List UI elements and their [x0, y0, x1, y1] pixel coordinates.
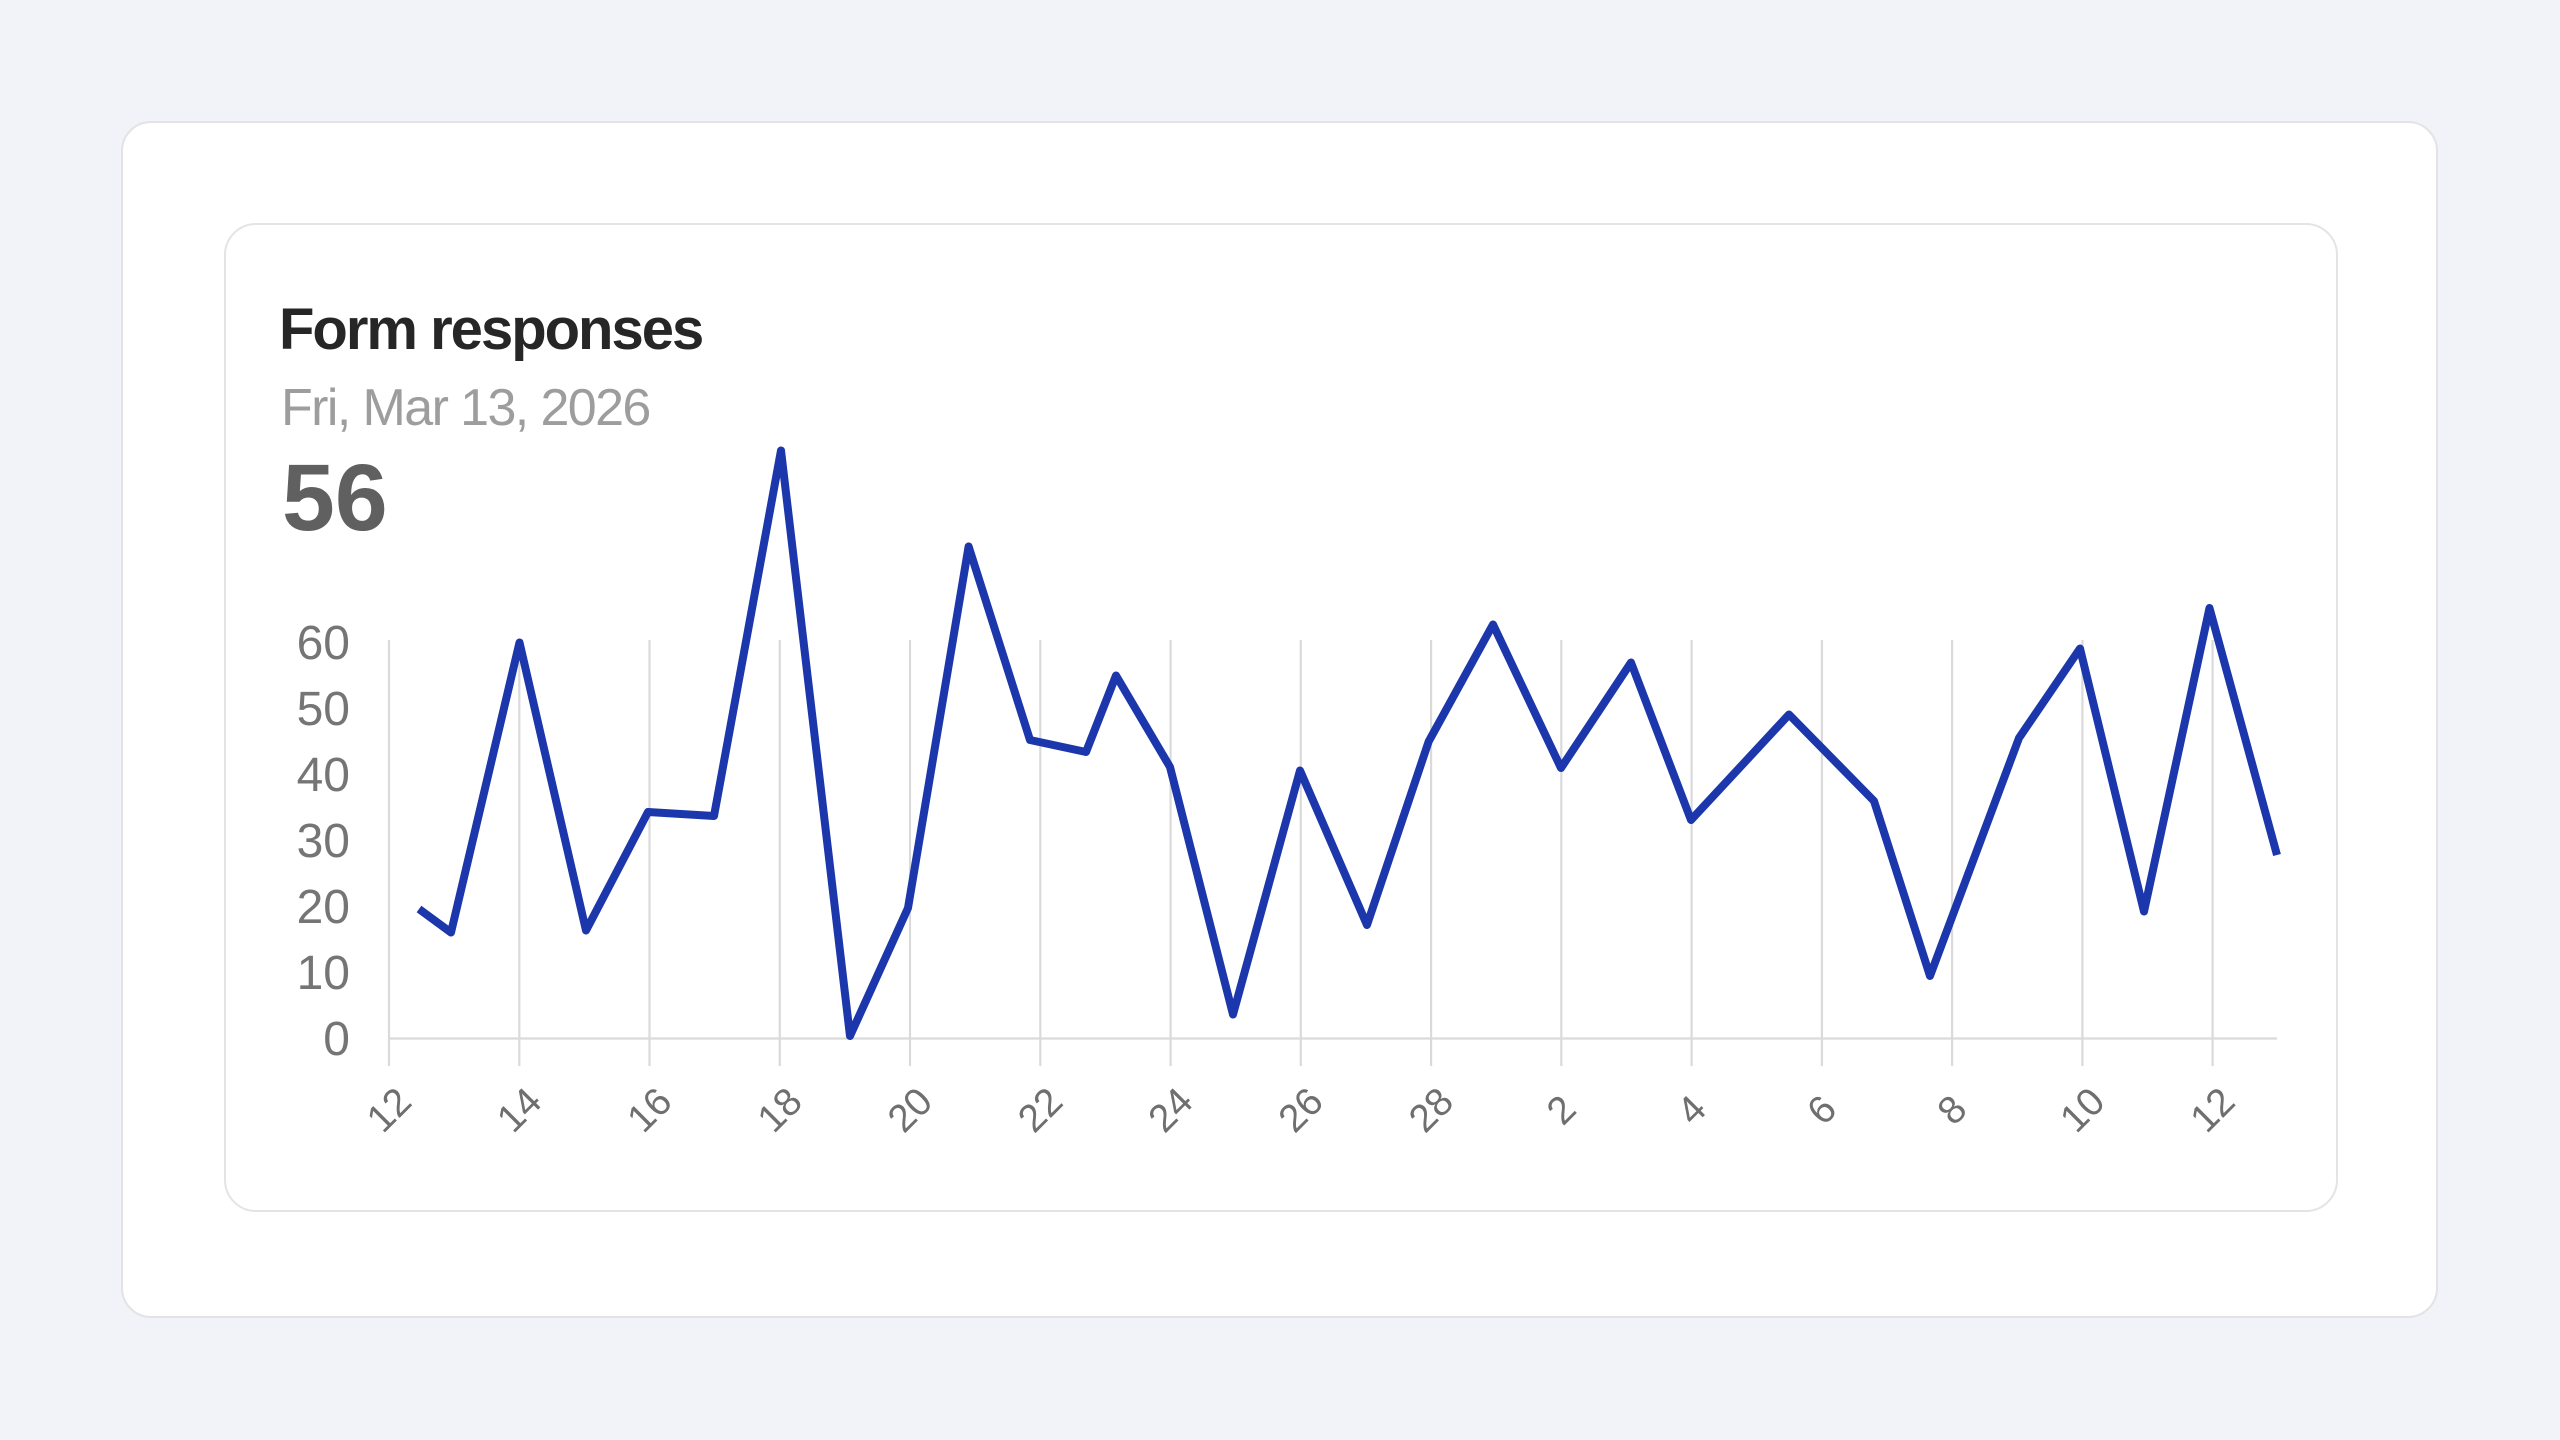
svg-text:60: 60 [297, 617, 350, 670]
svg-text:4: 4 [1669, 1087, 1715, 1133]
svg-text:24: 24 [1140, 1080, 1201, 1141]
svg-text:20: 20 [297, 881, 350, 934]
svg-text:10: 10 [297, 947, 350, 1000]
svg-text:14: 14 [489, 1080, 550, 1141]
svg-text:8: 8 [1930, 1087, 1976, 1133]
svg-text:26: 26 [1271, 1080, 1332, 1141]
svg-text:50: 50 [297, 683, 350, 736]
svg-text:30: 30 [297, 815, 350, 868]
svg-text:28: 28 [1401, 1080, 1462, 1141]
svg-text:10: 10 [2052, 1080, 2113, 1141]
svg-text:2: 2 [1539, 1087, 1585, 1133]
svg-text:20: 20 [880, 1080, 941, 1141]
svg-text:6: 6 [1799, 1087, 1845, 1133]
svg-text:22: 22 [1010, 1080, 1071, 1141]
svg-text:12: 12 [2182, 1080, 2243, 1141]
svg-text:18: 18 [750, 1080, 811, 1141]
svg-text:12: 12 [359, 1080, 420, 1141]
svg-text:16: 16 [619, 1080, 680, 1141]
svg-text:0: 0 [323, 1013, 350, 1066]
svg-text:40: 40 [297, 749, 350, 802]
